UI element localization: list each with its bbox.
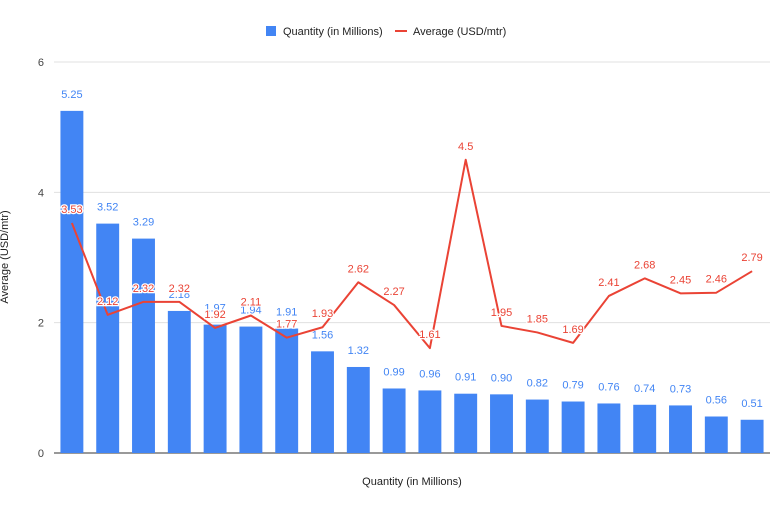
line-value-label: 2.79 bbox=[741, 252, 762, 264]
line-value-label: 2.32 bbox=[169, 283, 190, 295]
y-tick-label: 0 bbox=[38, 448, 44, 460]
bar bbox=[132, 238, 155, 453]
bar bbox=[454, 393, 478, 453]
bar bbox=[669, 405, 692, 453]
line-value-label: 2.32 bbox=[133, 283, 154, 295]
bar-value-label: 0.96 bbox=[419, 368, 440, 380]
bar bbox=[597, 403, 621, 453]
bar bbox=[382, 388, 406, 453]
legend: Quantity (in Millions) Average (USD/mtr) bbox=[266, 26, 506, 38]
legend-label-quantity: Quantity (in Millions) bbox=[283, 26, 383, 38]
bar-value-label: 1.94 bbox=[240, 305, 261, 317]
bar bbox=[490, 394, 513, 453]
line-value-label: 2.27 bbox=[383, 286, 404, 298]
average-line bbox=[70, 158, 753, 350]
bar-value-label: 0.73 bbox=[670, 383, 691, 395]
bar-value-label: 1.91 bbox=[276, 307, 297, 319]
line-value-label: 2.41 bbox=[598, 277, 619, 289]
line-value-label: 2.46 bbox=[706, 274, 727, 286]
bar-value-label: 2.18 bbox=[169, 289, 190, 301]
y-tick-label: 4 bbox=[38, 187, 44, 199]
line-value-label: 2.68 bbox=[634, 259, 655, 271]
bar bbox=[418, 390, 442, 453]
y-axis-ticks: 0 2 4 6 bbox=[38, 57, 44, 460]
bar-value-label: 0.56 bbox=[706, 395, 727, 407]
bar-value-label: 1.56 bbox=[312, 329, 333, 341]
y-tick-label: 2 bbox=[38, 318, 44, 330]
y-tick-label: 6 bbox=[38, 57, 44, 69]
x-axis-title: Quantity (in Millions) bbox=[362, 476, 462, 488]
bar bbox=[311, 351, 334, 453]
bar-value-label: 0.99 bbox=[383, 366, 404, 378]
line-value-label: 1.77 bbox=[276, 319, 297, 331]
line-value-label: 1.85 bbox=[527, 313, 548, 325]
bar-value-label: 0.90 bbox=[491, 372, 512, 384]
bar bbox=[96, 223, 120, 453]
bar-value-label: 0.74 bbox=[634, 383, 655, 395]
legend-swatch-quantity bbox=[266, 26, 276, 36]
bars bbox=[60, 110, 764, 453]
bar bbox=[346, 366, 370, 453]
bar-value-label: 5.25 bbox=[61, 89, 82, 101]
line-value-label: 3.53 bbox=[61, 204, 82, 216]
bar bbox=[203, 324, 227, 453]
bar bbox=[60, 110, 84, 453]
line-value-label: 1.92 bbox=[204, 309, 225, 321]
line-value-label: 2.62 bbox=[348, 263, 369, 275]
legend-label-average: Average (USD/mtr) bbox=[413, 26, 506, 38]
bar-value-label: 0.82 bbox=[527, 378, 548, 390]
line-value-label: 1.69 bbox=[562, 324, 583, 336]
bar-value-label: 0.79 bbox=[562, 380, 583, 392]
line-value-label: 1.95 bbox=[491, 307, 512, 319]
bar-value-label: 0.51 bbox=[741, 398, 762, 410]
bar bbox=[239, 326, 263, 453]
line-series bbox=[70, 158, 753, 350]
line-value-label: 1.93 bbox=[312, 308, 333, 320]
bar-value-label: 3.52 bbox=[97, 202, 118, 214]
line-value-label: 4.5 bbox=[458, 141, 473, 153]
bar bbox=[275, 328, 299, 453]
y-axis-title: Average (USD/mtr) bbox=[0, 210, 11, 303]
line-value-label: 2.11 bbox=[241, 296, 262, 308]
bar-value-label: 0.91 bbox=[455, 372, 476, 384]
gridlines bbox=[54, 61, 770, 454]
bar bbox=[167, 310, 191, 453]
line-value-label: 2.45 bbox=[670, 274, 691, 286]
bar-value-label: 0.76 bbox=[598, 381, 619, 393]
bar-labels: 5.25 3.52 3.29 2.18 1.97 1.94 1.91 1.56 1.32 0.99… bbox=[61, 89, 763, 410]
bar bbox=[740, 419, 764, 453]
line-labels: 3.53 2.12 2.32 2.32 1.92 2.11 1.77 1.93 2.62 2.27… bbox=[60, 140, 764, 343]
bar-value-label: 1.97 bbox=[204, 303, 225, 315]
bar-value-label: 3.29 bbox=[133, 217, 154, 229]
line-value-label: 1.61 bbox=[419, 329, 440, 341]
bar bbox=[633, 404, 657, 453]
bar bbox=[704, 416, 728, 453]
line-value-label: 2.12 bbox=[97, 296, 118, 308]
bar-value-label: 1.32 bbox=[348, 345, 369, 357]
bar bbox=[561, 401, 585, 453]
bar bbox=[525, 399, 549, 453]
